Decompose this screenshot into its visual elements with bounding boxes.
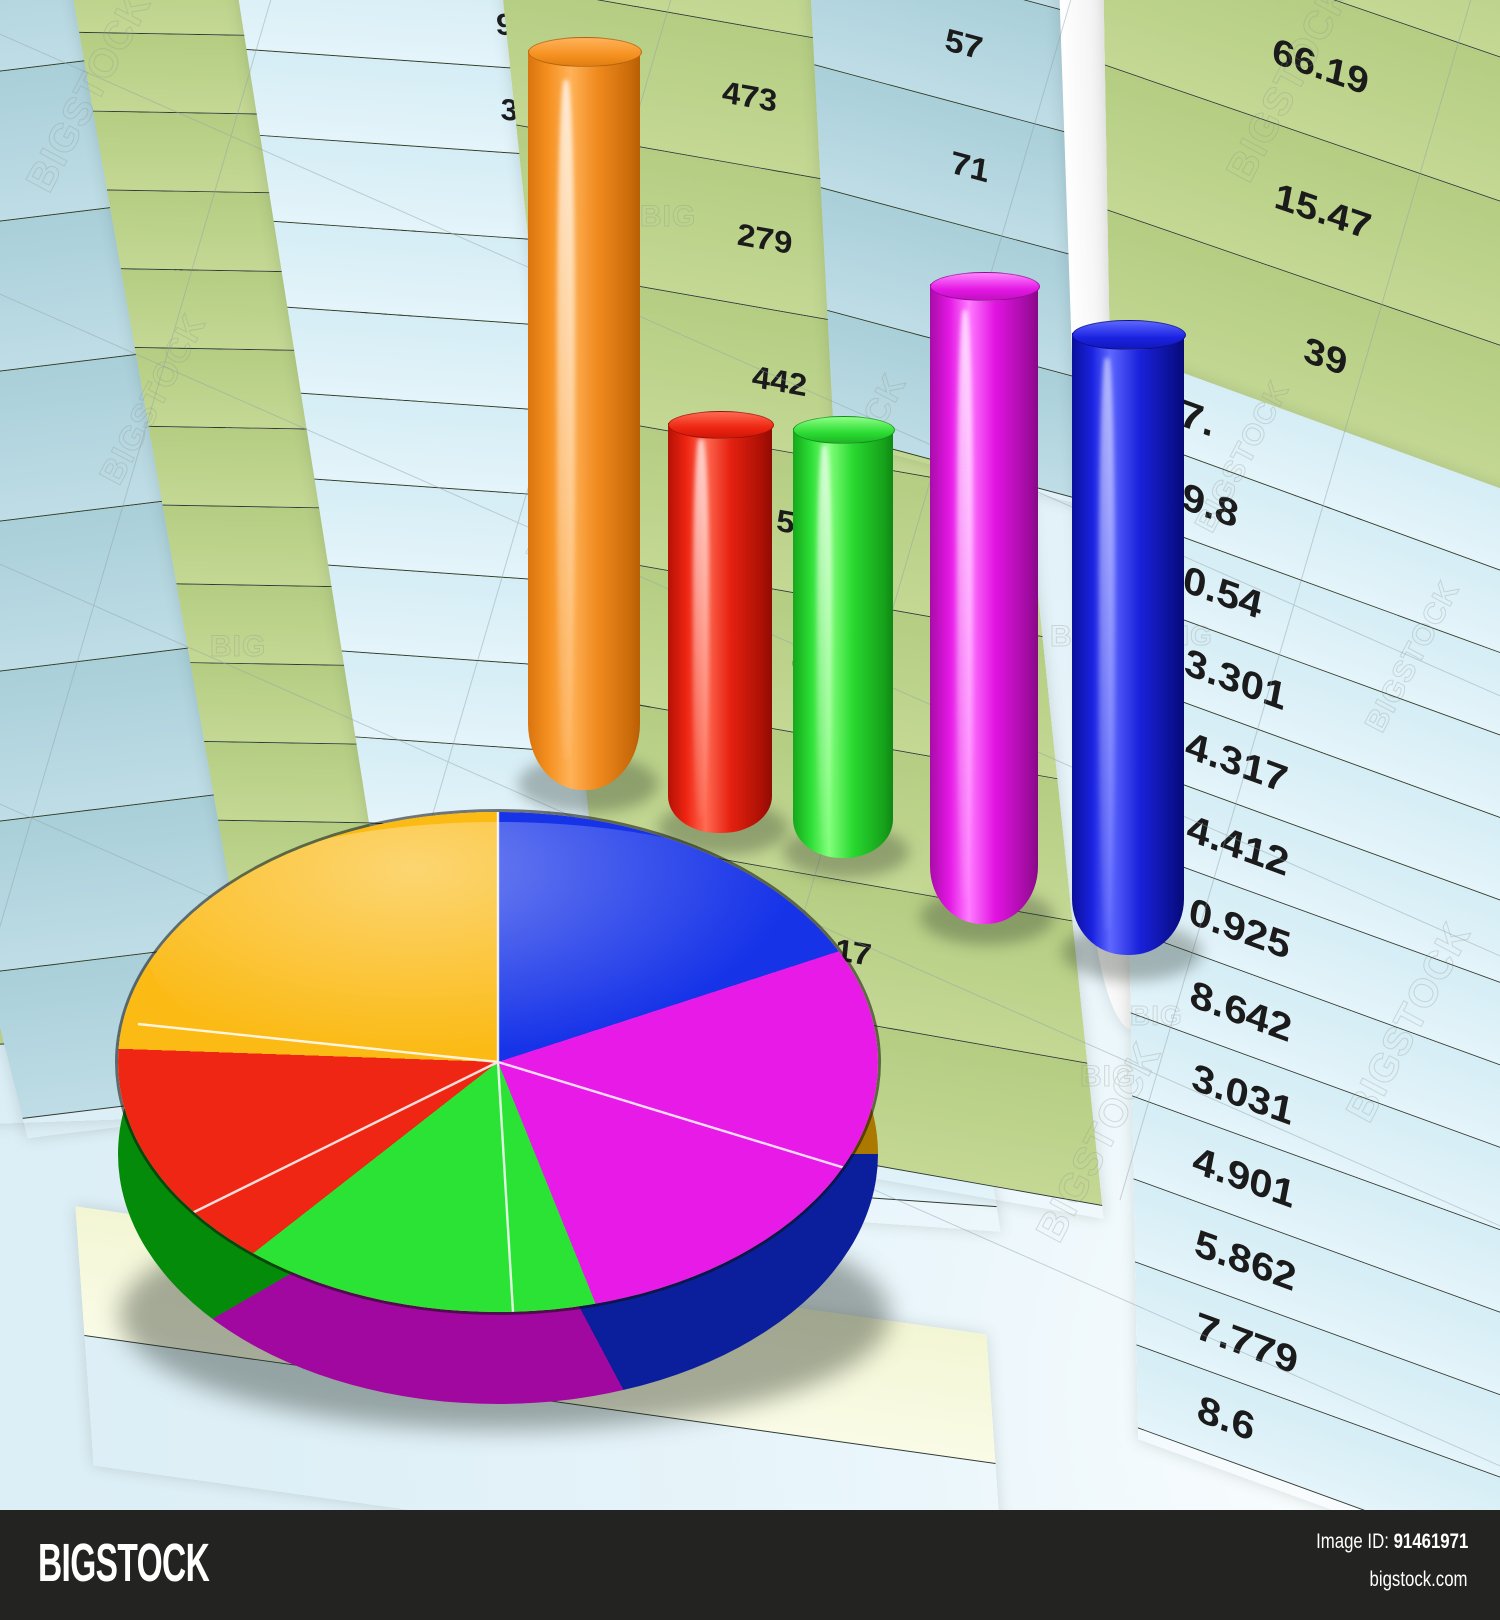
pie-chart [118, 812, 878, 1412]
bar-cylinder-1 [518, 37, 658, 813]
bar-cap [793, 416, 895, 444]
bigstock-logo: BIGSTOCK [38, 1533, 210, 1593]
bar-cap [930, 272, 1040, 301]
image-id-value: 91461971 [1393, 1530, 1468, 1553]
bar-body [1072, 333, 1184, 955]
bigstock-website: bigstock.com [1369, 1568, 1468, 1591]
pie-gloss [148, 822, 848, 1082]
pie-top-face [118, 812, 878, 1312]
bar-cap [1072, 320, 1186, 350]
bar-cylinder-5 [1062, 320, 1202, 981]
bar-cap [528, 37, 642, 67]
bar-body [793, 428, 893, 858]
image-id-label: Image ID: 91461971 [1316, 1530, 1468, 1554]
bar-cylinder-3 [783, 416, 909, 878]
image-id-caption: Image ID: [1315, 1530, 1389, 1553]
bar-cap [668, 411, 774, 439]
bar-cylinder-2 [658, 411, 788, 855]
bigstock-footer-bar: BIGSTOCK Image ID: 91461971 bigstock.com [0, 1510, 1500, 1620]
bar-body [668, 423, 772, 833]
pie-slice-dividers [137, 812, 859, 1312]
bar-cylinder-4 [920, 272, 1054, 945]
bar-body [930, 284, 1038, 924]
bar-body [528, 50, 640, 790]
